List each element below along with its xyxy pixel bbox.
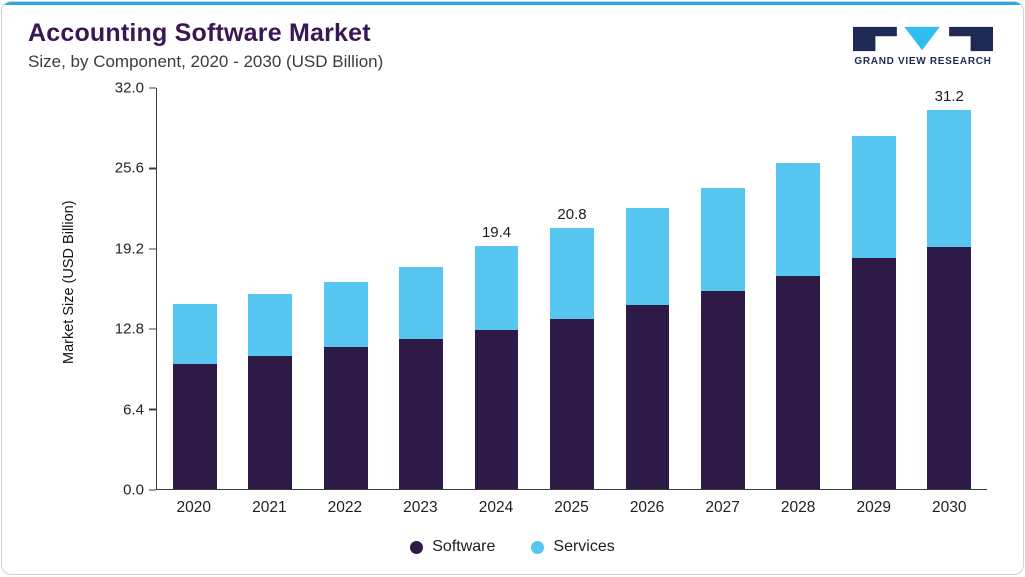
title-block: Accounting Software Market Size, by Comp… <box>28 19 383 72</box>
bar-services-2030 <box>927 110 972 248</box>
chart-subtitle: Size, by Component, 2020 - 2030 (USD Bil… <box>28 52 384 71</box>
y-tick-label: 32.0 <box>114 79 144 97</box>
bar-software-2024 <box>474 329 519 489</box>
bar-column-2021 <box>232 88 307 489</box>
bar-software-2027 <box>701 291 745 489</box>
bar-total-label-2024: 19.4 <box>481 223 512 241</box>
header: Accounting Software Market Size, by Comp… <box>2 5 1023 72</box>
legend-label-software: Software <box>432 538 496 555</box>
y-tick-mark <box>149 167 156 170</box>
bar-services-2021 <box>248 293 293 357</box>
y-tick-mark <box>149 87 156 89</box>
plot-outer: 0.0 6.4 12.8 19.2 25.6 32.0 19.4 20.8 31.2 2020… <box>84 74 995 532</box>
bar-software-2021 <box>248 356 293 489</box>
bar-services-2025 <box>550 228 594 319</box>
bar-services-2024 <box>474 245 519 330</box>
y-tick: 25.6 <box>115 160 156 177</box>
bar-column-2026 <box>610 88 685 489</box>
bar-column-2022 <box>308 88 383 489</box>
bar-software-2020 <box>172 363 217 489</box>
y-tick-label: 25.6 <box>114 159 144 177</box>
top-accent-bar <box>2 2 1023 5</box>
bar-column-2027 <box>685 88 760 489</box>
y-axis-title: Market Size (USD Billion) <box>61 200 77 364</box>
chart-title: Accounting Software Market <box>28 19 371 47</box>
bar-software-2028 <box>776 275 821 489</box>
x-tick-label-2022: 2022 <box>327 499 363 516</box>
bar-column-2030: 31.2 <box>912 88 987 489</box>
x-tick-label-2025: 2025 <box>554 499 589 516</box>
legend-dot-services <box>531 540 545 554</box>
bar-software-2030 <box>927 247 972 489</box>
bar-services-2023 <box>399 267 443 339</box>
grand-view-research-logo: GRAND VIEW RESEARCH <box>849 19 997 67</box>
bar-software-2022 <box>323 347 368 489</box>
y-tick: 12.8 <box>115 321 156 338</box>
bar-column-2023 <box>383 88 458 489</box>
bar-software-2026 <box>625 304 670 489</box>
bar-column-2029 <box>836 88 911 489</box>
x-tick-label-2021: 2021 <box>252 499 287 516</box>
y-axis: 0.0 6.4 12.8 19.2 25.6 32.0 <box>84 80 156 499</box>
legend: Software Services <box>2 538 1023 556</box>
y-tick-label: 6.4 <box>123 401 144 419</box>
bar-software-2029 <box>851 258 896 489</box>
bar-services-2026 <box>625 208 670 305</box>
bar-services-2029 <box>851 135 896 259</box>
bar-column-2020 <box>157 88 232 489</box>
grand-view-research-logo-icon <box>853 26 993 52</box>
bar-services-2022 <box>323 282 368 348</box>
bar-services-2028 <box>776 163 821 276</box>
bar-services-2027 <box>701 188 745 292</box>
y-tick-label: 19.2 <box>114 240 144 258</box>
x-tick-label-2029: 2029 <box>856 499 891 516</box>
y-tick: 19.2 <box>115 240 156 257</box>
y-tick: 32.0 <box>115 80 156 97</box>
x-tick-label-2026: 2026 <box>629 499 665 516</box>
x-tick-label-2028: 2028 <box>780 499 816 516</box>
bar-column-2025: 20.8 <box>534 88 609 489</box>
legend-label-services: Services <box>553 538 615 555</box>
x-tick-label-2023: 2023 <box>403 499 438 516</box>
x-axis: 2020 2021 2022 2023 2024 2025 2026 2027 2028 2029… <box>156 490 987 532</box>
y-tick-mark <box>149 328 156 330</box>
y-tick-label: 0.0 <box>123 481 144 499</box>
bar-services-2020 <box>172 303 217 364</box>
x-tick-label-2030: 2030 <box>932 499 967 516</box>
bar-column-2024: 19.4 <box>459 88 534 489</box>
bar-software-2025 <box>550 318 594 489</box>
y-tick-label: 12.8 <box>114 320 144 338</box>
y-tick: 6.4 <box>123 401 156 418</box>
grand-view-research-logo-text: GRAND VIEW RESEARCH <box>854 56 992 67</box>
y-tick: 0.0 <box>123 482 156 499</box>
legend-item-software: Software <box>410 538 495 556</box>
x-tick-label-2020: 2020 <box>176 499 212 516</box>
legend-item-services: Services <box>531 538 615 556</box>
y-tick-mark <box>149 408 156 411</box>
bar-total-label-2025: 20.8 <box>557 206 587 224</box>
y-tick-mark <box>149 489 156 491</box>
bar-column-2028 <box>761 88 836 489</box>
bar-total-label-2030: 31.2 <box>934 88 964 105</box>
plot-area: 19.4 20.8 31.2 <box>156 88 987 490</box>
y-tick-mark <box>149 248 156 250</box>
x-tick-label-2027: 2027 <box>705 499 740 516</box>
x-tick-label-2024: 2024 <box>478 499 514 516</box>
legend-dot-software <box>410 540 424 554</box>
chart-area: Market Size (USD Billion) 0.0 6.4 12.8 19.2… <box>54 74 995 532</box>
bar-software-2023 <box>399 338 443 489</box>
